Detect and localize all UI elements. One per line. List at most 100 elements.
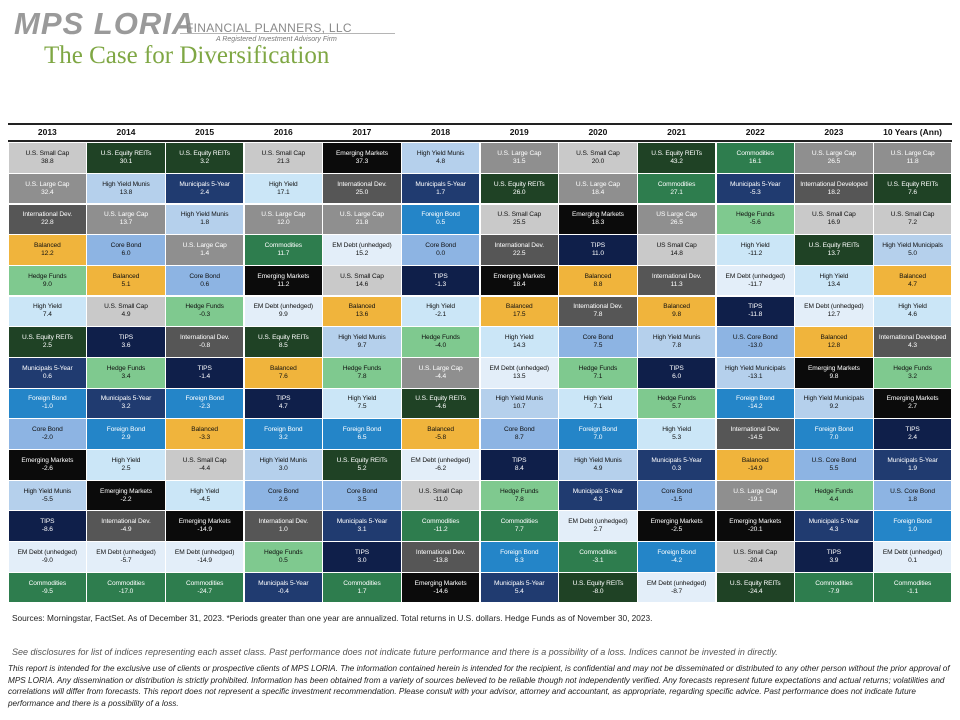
asset-cell: Municipals 5-Year 3.2 — [87, 388, 165, 419]
asset-return: -1.0 — [41, 403, 53, 411]
asset-label: Balanced — [348, 303, 376, 311]
year-column: U.S. Equity REITs 43.2 Commodities 27.1 US L… — [637, 142, 716, 604]
asset-return: 3.5 — [357, 495, 367, 503]
asset-cell: International Dev. 22.8 — [8, 204, 87, 235]
asset-cell: Municipals 5-Year 1.9 — [873, 450, 952, 480]
asset-return: -5.5 — [41, 495, 53, 503]
asset-return: 5.5 — [829, 464, 839, 472]
asset-label: Hedge Funds — [578, 364, 618, 372]
asset-label: EM Debt (unhedged) — [804, 303, 864, 311]
asset-return: -2.6 — [41, 464, 53, 472]
asset-label: Commodities — [421, 518, 460, 526]
asset-cell: U.S. Large Cap 26.5 — [795, 143, 873, 173]
company-logo: MPS LORIA — [14, 6, 196, 41]
year-header: 2019 — [509, 127, 529, 137]
asset-label: Emerging Markets — [729, 518, 782, 526]
asset-label: U.S. Small Cap — [104, 303, 148, 311]
asset-label: High Yield Munis — [416, 149, 465, 157]
asset-return: 11.0 — [591, 250, 604, 257]
asset-label: EM Debt (unhedged) — [489, 364, 550, 372]
year-header: 2013 — [37, 127, 57, 137]
year-header: 2020 — [588, 127, 608, 137]
year-header: 2014 — [116, 127, 136, 137]
asset-return: 3.2 — [200, 157, 210, 165]
asset-label: U.S. Small Cap — [182, 456, 227, 464]
asset-cell: International Dev. -0.8 — [165, 327, 244, 357]
asset-label: Balanced — [505, 303, 533, 311]
asset-label: Hedge Funds — [106, 364, 146, 372]
asset-label: U.S. Small Cap — [576, 149, 620, 157]
asset-label: Core Bond — [267, 487, 299, 495]
asset-return: 4.7 — [278, 403, 288, 411]
asset-return: 2.5 — [42, 342, 52, 350]
asset-return: 6.5 — [357, 434, 367, 442]
asset-return: -4.4 — [199, 464, 211, 472]
asset-return: -2.3 — [199, 403, 211, 411]
asset-label: Core Bond — [110, 242, 142, 249]
year-column: U.S. Small Cap 21.3 High Yield 17.1 U.S. Lar… — [244, 142, 323, 604]
asset-cell: U.S. Small Cap -20.4 — [716, 542, 794, 572]
asset-label: Core Bond — [189, 272, 220, 280]
asset-return: 3.0 — [357, 556, 367, 564]
year-header: 2021 — [667, 127, 687, 137]
year-header: 2016 — [273, 127, 293, 137]
year-header: 10 Years (Ann) — [883, 127, 942, 137]
year-header: 2018 — [431, 127, 451, 137]
asset-return: 0.0 — [436, 250, 446, 257]
asset-return: 2.9 — [121, 434, 131, 442]
asset-label: High Yield Munis — [259, 456, 308, 464]
asset-cell: Core Bond -2.0 — [8, 419, 87, 449]
asset-return: 7.1 — [593, 403, 603, 411]
asset-cell: TIPS 2.4 — [873, 419, 952, 449]
asset-cell: EM Debt (unhedged) -6.2 — [401, 450, 480, 480]
asset-label: U.S. Core Bond — [811, 456, 857, 464]
asset-label: High Yield — [426, 303, 455, 311]
asset-return: 17.1 — [277, 188, 290, 196]
asset-return: 3.0 — [278, 464, 288, 472]
asset-label: U.S. Large Cap — [890, 149, 935, 157]
asset-cell: Commodities 16.1 — [716, 143, 794, 173]
asset-cell: TIPS 4.7 — [244, 388, 323, 419]
asset-return: 7.6 — [908, 188, 917, 196]
asset-cell: US Large Cap 26.5 — [637, 204, 716, 235]
asset-label: Commodities — [264, 242, 302, 249]
asset-label: High Yield — [111, 456, 141, 464]
page-title: The Case for Diversification — [44, 42, 330, 69]
asset-return: 7.8 — [514, 495, 524, 503]
asset-cell: Foreign Bond -1.0 — [8, 388, 87, 419]
asset-cell: U.S. Large Cap 32.4 — [8, 173, 87, 204]
asset-cell: Emerging Markets -2.2 — [87, 480, 165, 511]
asset-label: Core Bond — [661, 487, 692, 495]
asset-return: -11.2 — [748, 250, 763, 257]
asset-cell: High Yield 7.1 — [559, 388, 637, 419]
asset-return: 8.8 — [593, 280, 603, 288]
asset-return: -13.1 — [747, 372, 763, 380]
asset-return: 1.8 — [908, 495, 917, 503]
asset-label: U.S. Small Cap — [812, 211, 856, 219]
asset-return: -11.2 — [433, 526, 448, 534]
asset-label: International Dev. — [22, 211, 73, 219]
asset-label: Emerging Markets — [886, 395, 939, 403]
asset-cell: Balanced 17.5 — [480, 296, 558, 327]
asset-cell: Foreign Bond 1.0 — [873, 511, 952, 541]
asset-cell: Balanced 5.1 — [87, 265, 165, 296]
asset-label: Commodities — [579, 548, 617, 556]
asset-label: Commodities — [185, 579, 224, 587]
asset-return: 6.0 — [121, 250, 131, 257]
asset-return: -4.4 — [435, 372, 447, 380]
asset-cell: TIPS -11.8 — [716, 296, 794, 327]
asset-cell: Core Bond 0.6 — [165, 265, 244, 296]
asset-cell: Hedge Funds 5.7 — [637, 388, 716, 419]
asset-cell: U.S. Equity REITs 43.2 — [637, 143, 716, 173]
asset-label: US Small Cap — [656, 242, 697, 249]
asset-cell: U.S. Large Cap 1.4 — [165, 235, 244, 265]
asset-cell: High Yield Munis 3.0 — [244, 450, 323, 480]
asset-label: Foreign Bond — [500, 548, 539, 556]
asset-return: 7.7 — [514, 526, 524, 534]
asset-cell: U.S. Small Cap 7.2 — [873, 204, 952, 235]
asset-return: -14.6 — [433, 587, 448, 595]
asset-label: U.S. Equity REITs — [572, 579, 624, 587]
asset-cell: Municipals 5-Year 3.1 — [323, 511, 401, 541]
asset-return: 4.7 — [908, 280, 917, 288]
asset-label: Hedge Funds — [264, 548, 303, 556]
